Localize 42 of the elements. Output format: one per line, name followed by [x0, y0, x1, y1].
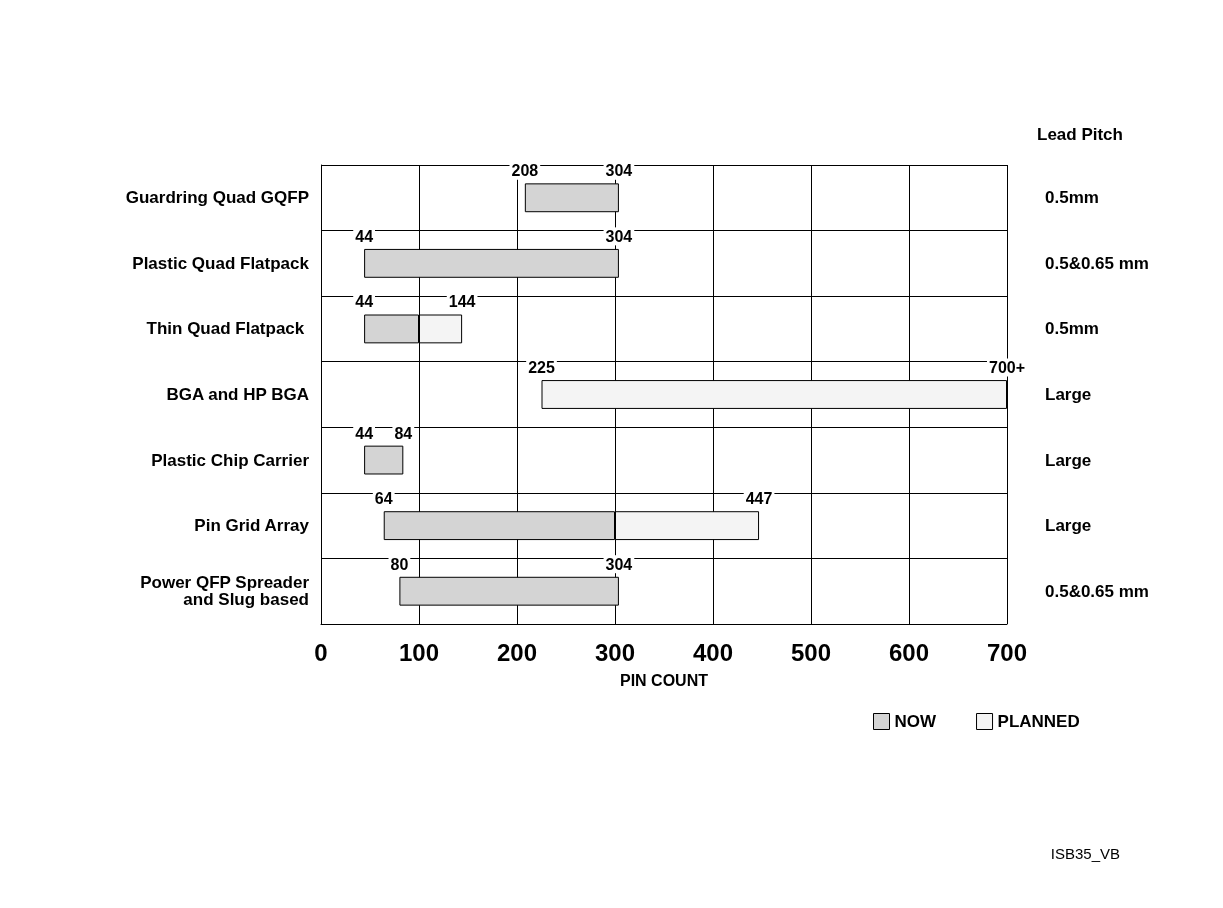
y2-tick-label: Large — [1045, 450, 1092, 470]
annotation: 84 — [394, 424, 413, 442]
y2-tick-label: 0.5&0.65 mm — [1045, 581, 1149, 601]
y-tick-label: Pin Grid Array — [194, 516, 310, 536]
y2-tick-label: 0.5mm — [1045, 188, 1099, 208]
y-tick-label: Power QFP Spreader and Slug based — [140, 573, 310, 610]
annotation: 225 — [528, 359, 555, 376]
x-tick-label: 0 — [314, 638, 328, 666]
x-tick-label: 400 — [692, 638, 734, 666]
y2-axis-title: Lead Pitch — [1037, 125, 1123, 144]
annotation: 447 — [745, 490, 773, 508]
annotation: 44 — [355, 293, 374, 311]
x-tick-label: 500 — [790, 638, 832, 666]
annotation: 304 — [605, 227, 633, 245]
legend-label: PLANNED — [997, 712, 1080, 731]
x-tick-label: 200 — [496, 638, 538, 666]
y2-tick-label: Large — [1045, 385, 1092, 404]
x-axis-title: PIN COUNT — [620, 671, 709, 689]
annotation: 208 — [511, 162, 539, 180]
x-tick-label: 300 — [594, 638, 636, 666]
annotation: 304 — [605, 162, 633, 180]
text: ISB35_VB — [1050, 845, 1120, 862]
annotation: 44 — [355, 227, 374, 245]
y2-tick-label: 0.5&0.65 mm — [1045, 253, 1149, 273]
y-tick-label: Thin Quad Flatpack — [146, 319, 309, 339]
x-tick-label: 700 — [986, 638, 1028, 666]
annotation: 144 — [448, 293, 476, 311]
y-tick-label: Guardring Quad GQFP — [125, 188, 309, 208]
y2-tick-label: 0.5mm — [1045, 319, 1099, 339]
y2-tick-label: Large — [1045, 516, 1092, 536]
legend-label: NOW — [894, 712, 937, 731]
y-tick-label: BGA and HP BGA — [166, 385, 309, 404]
annotation: 44 — [355, 424, 374, 442]
bar — [364, 445, 404, 475]
annotation: 80 — [390, 555, 409, 573]
x-tick-label: 100 — [398, 638, 440, 666]
y-tick-label: Plastic Quad Flatpack — [132, 253, 310, 273]
y-tick-label: Plastic Chip Carrier — [151, 450, 310, 470]
annotation: 304 — [605, 555, 633, 573]
x-tick-label: 600 — [888, 638, 930, 666]
annotation: 700+ — [988, 359, 1026, 376]
annotation: 64 — [374, 490, 393, 508]
